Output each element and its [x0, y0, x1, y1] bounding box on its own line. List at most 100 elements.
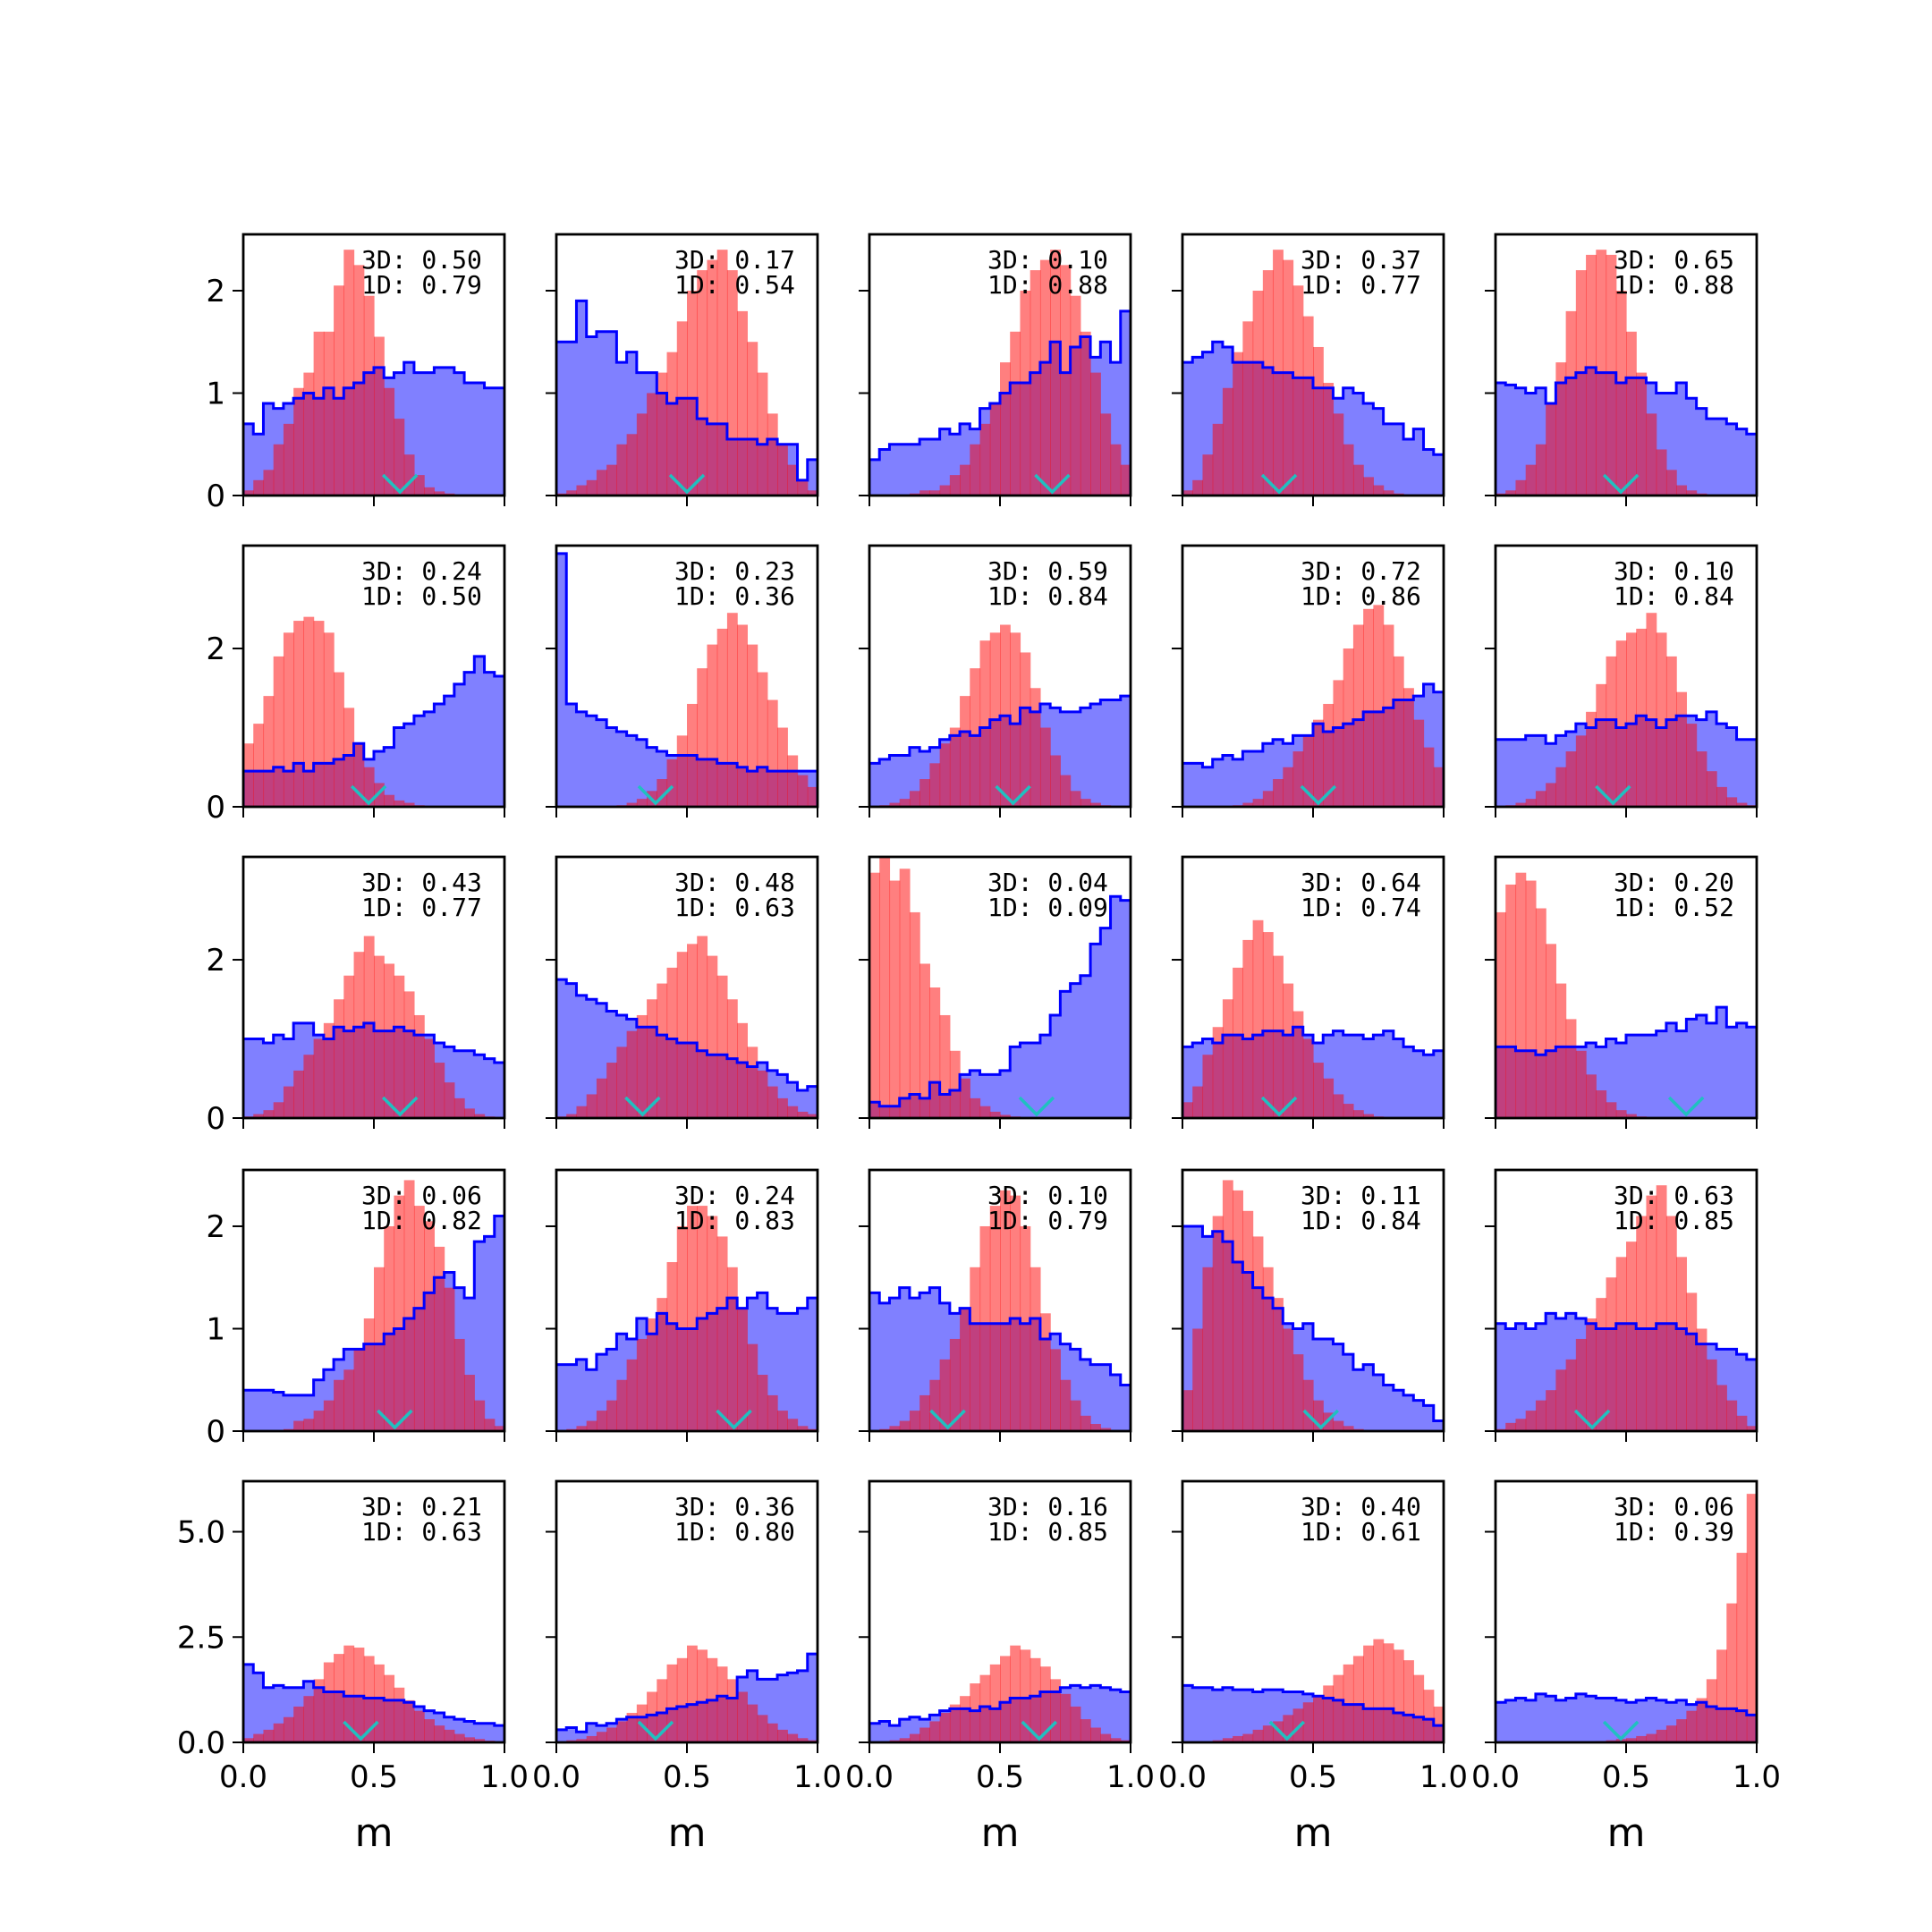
red-histogram-bar	[323, 632, 335, 807]
red-histogram-bar	[1060, 775, 1072, 807]
annotation-1d: 1D: 0.79	[361, 270, 482, 300]
red-histogram-bar	[384, 1674, 395, 1742]
red-histogram-bar	[1352, 1656, 1364, 1742]
red-histogram-bar	[919, 490, 930, 496]
marker-v	[1018, 1096, 1055, 1117]
red-histogram-bar	[1323, 1685, 1335, 1742]
blue-histogram-bar	[1020, 1042, 1031, 1118]
red-histogram-bar	[899, 799, 911, 807]
blue-histogram-bar	[1706, 1022, 1717, 1118]
red-histogram-bar	[1696, 1328, 1707, 1431]
blue-histogram-bar	[1646, 1698, 1657, 1742]
red-histogram-bar	[1030, 1657, 1041, 1742]
annotation-3d: 3D: 0.10	[987, 245, 1108, 275]
blue-histogram-bar	[1100, 1687, 1112, 1742]
annotation-1d: 1D: 0.61	[1301, 1517, 1421, 1546]
red-histogram-bar	[273, 444, 284, 496]
red-histogram-bar	[1686, 1710, 1698, 1742]
red-histogram-bar	[293, 1420, 304, 1431]
blue-histogram-bar	[1656, 393, 1667, 496]
red-histogram-bar	[726, 613, 738, 807]
red-histogram-bar	[807, 786, 818, 807]
blue-histogram-bar	[1525, 735, 1537, 807]
annotation-1d: 1D: 0.84	[987, 581, 1108, 611]
blue-histogram-bar	[1182, 763, 1193, 807]
marker-v	[1300, 784, 1337, 806]
red-histogram-bar	[697, 936, 708, 1118]
red-histogram-bar	[1283, 1328, 1294, 1431]
blue-histogram-bar	[1352, 1035, 1364, 1118]
blue-histogram-bar	[374, 751, 385, 807]
red-histogram-bar	[1586, 1318, 1597, 1431]
red-histogram-bar	[1525, 799, 1537, 807]
blue-histogram-bar	[1676, 383, 1687, 496]
red-histogram-bar	[747, 1343, 758, 1431]
panel-plot-area	[1182, 1180, 1444, 1431]
blue-histogram-bar	[909, 1298, 920, 1431]
annotation-3d: 3D: 0.48	[674, 868, 795, 897]
blue-histogram-bar	[1192, 1687, 1204, 1742]
annotation-3d: 3D: 0.11	[1301, 1181, 1421, 1210]
red-histogram-bar	[1333, 1420, 1344, 1431]
annotation-3d: 3D: 0.04	[987, 868, 1108, 897]
y-tick-label: 2.5	[177, 1620, 225, 1656]
red-histogram-bar	[919, 963, 930, 1118]
red-histogram-bar	[979, 640, 991, 807]
x-tick-label: 0.0	[845, 1759, 894, 1795]
blue-histogram-bar	[1222, 1687, 1233, 1742]
blue-histogram-bar	[1716, 1007, 1727, 1118]
red-histogram-bar	[1565, 751, 1577, 807]
blue-histogram-bar	[889, 444, 901, 496]
red-histogram-bar	[1586, 1074, 1597, 1118]
red-histogram-bar	[1363, 477, 1374, 496]
red-histogram-bar	[949, 1704, 961, 1742]
red-histogram-bar	[1050, 755, 1061, 807]
blue-histogram-bar	[1746, 434, 1757, 496]
annotation-1d: 1D: 0.88	[1614, 270, 1734, 300]
red-histogram-bar	[657, 1679, 668, 1742]
red-histogram-bar	[1333, 680, 1344, 807]
red-histogram-bar	[1050, 1679, 1061, 1742]
marker-v	[1034, 473, 1071, 495]
blue-histogram-bar	[484, 1236, 496, 1431]
red-histogram-bar	[1596, 683, 1607, 807]
blue-histogram-bar	[424, 711, 435, 807]
blue-histogram-bar	[1233, 1690, 1243, 1742]
red-histogram-bar	[1496, 911, 1506, 1118]
red-histogram-bar	[777, 1411, 788, 1431]
panel-plot-area	[556, 936, 818, 1118]
red-histogram-bar	[716, 975, 728, 1118]
red-histogram-bar	[1636, 1735, 1648, 1742]
blue-histogram-bar	[484, 1723, 496, 1742]
blue-histogram-outline	[1496, 1692, 1757, 1742]
red-histogram-bar	[939, 1359, 951, 1431]
red-histogram-bar	[636, 413, 648, 496]
red-histogram-bar	[1070, 791, 1081, 807]
red-histogram-bar	[273, 1723, 284, 1742]
red-histogram-bar	[413, 1710, 425, 1742]
red-histogram-bar	[1233, 1735, 1243, 1742]
panel-plot-area	[1496, 250, 1757, 496]
annotation-1d: 1D: 0.83	[674, 1206, 795, 1235]
blue-histogram-bar	[566, 703, 578, 807]
blue-histogram-bar	[1696, 1014, 1707, 1118]
annotation-1d: 1D: 0.86	[1301, 581, 1421, 611]
marker-v	[637, 1720, 674, 1741]
blue-histogram-bar	[869, 763, 880, 807]
red-histogram-bar	[989, 1664, 1001, 1742]
blue-histogram-bar	[243, 1664, 254, 1742]
red-histogram-bar	[676, 735, 688, 807]
blue-histogram-bar	[1070, 711, 1081, 807]
red-histogram-bar	[1646, 1195, 1657, 1431]
red-histogram-bar	[666, 758, 678, 807]
panel-plot-area	[556, 1645, 818, 1742]
red-histogram-bar	[283, 1086, 294, 1118]
blue-histogram-bar	[1242, 751, 1254, 807]
blue-histogram-bar	[1546, 1696, 1556, 1742]
blue-histogram-bar	[1100, 928, 1112, 1118]
red-histogram-bar	[797, 775, 809, 807]
blue-histogram-outline	[1182, 1224, 1444, 1431]
blue-histogram-bar	[484, 672, 496, 807]
